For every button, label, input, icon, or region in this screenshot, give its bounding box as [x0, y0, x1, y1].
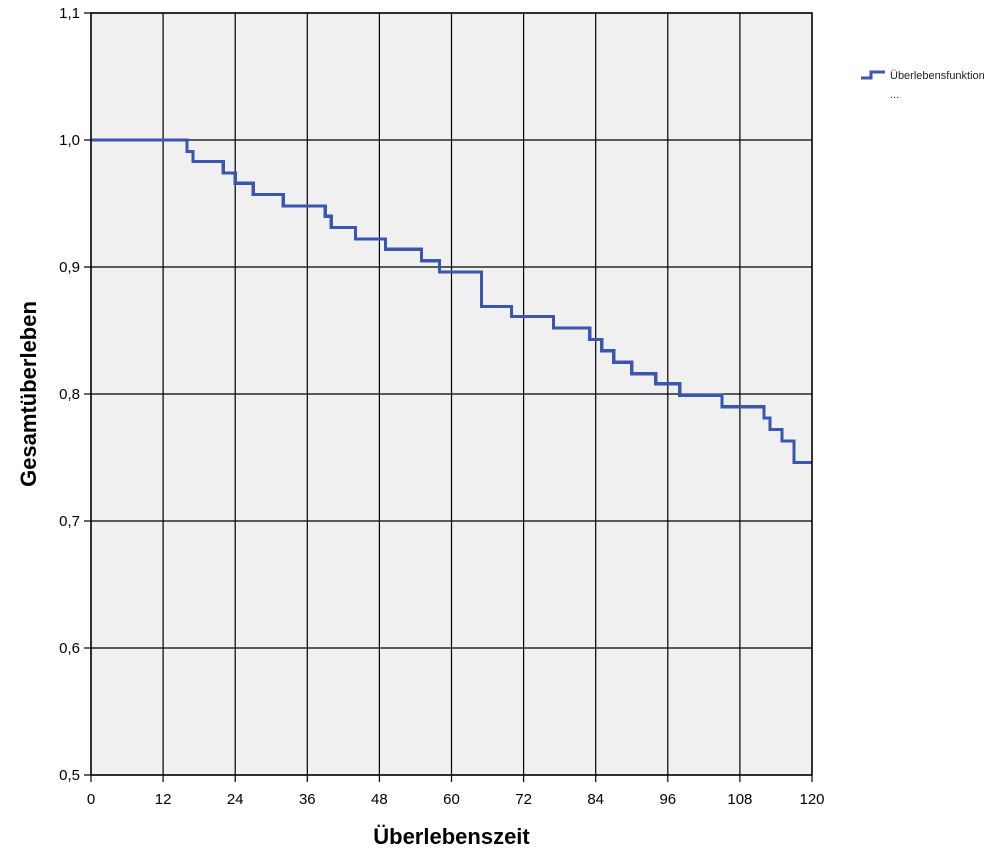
series-layer — [91, 138, 812, 465]
x-tick-label: 0 — [87, 791, 95, 808]
y-tick-label: 0,8 — [59, 386, 80, 403]
series-line-survival — [91, 138, 812, 465]
y-tick-labels: 0,5 0,6 0,7 0,8 0,9 1,0 1,1 — [59, 5, 80, 784]
x-tick-label: 36 — [299, 791, 316, 808]
y-tick-label: 0,7 — [59, 513, 80, 530]
plot-frame — [90, 12, 813, 776]
legend-label-continuation: ... — [890, 89, 899, 101]
legend-swatch-survival — [861, 70, 885, 80]
x-tick-label: 24 — [227, 791, 244, 808]
x-tick-label: 48 — [371, 791, 388, 808]
x-tick-labels: 0 12 24 36 48 60 72 84 96 108 120 — [87, 791, 825, 808]
y-tick-label: 1,1 — [59, 5, 80, 22]
x-tick-label: 12 — [155, 791, 172, 808]
legend: Überlebensfunktion ... — [861, 70, 985, 101]
y-axis-title: Gesamtüberleben — [16, 301, 41, 487]
y-tick-label: 0,9 — [59, 259, 80, 276]
y-tick-label: 0,6 — [59, 640, 80, 657]
x-tick-label: 72 — [515, 791, 532, 808]
x-tick-label: 60 — [443, 791, 460, 808]
x-tick-label: 96 — [659, 791, 676, 808]
x-tick-label: 120 — [799, 791, 824, 808]
y-tick-label: 0,5 — [59, 767, 80, 784]
axis-ticks — [84, 12, 813, 782]
x-axis-title: Überlebenszeit — [373, 824, 530, 849]
x-tick-label: 84 — [587, 791, 604, 808]
legend-label-survival: Überlebensfunktion — [890, 70, 985, 82]
y-tick-label: 1,0 — [59, 132, 80, 149]
x-tick-label: 108 — [727, 791, 752, 808]
